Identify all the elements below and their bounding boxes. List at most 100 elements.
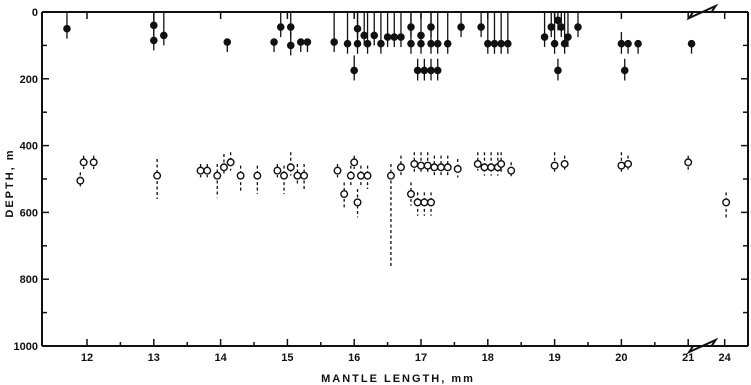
- open-point: [417, 161, 426, 170]
- filled-point: [286, 23, 295, 31]
- filled-point: [457, 23, 465, 31]
- filled-point: [554, 16, 562, 25]
- x-tick-label: 17: [415, 352, 427, 364]
- open-point: [624, 159, 633, 168]
- filled-point: [540, 33, 549, 41]
- open-point: [443, 163, 452, 172]
- open-point: [293, 171, 302, 180]
- open-point: [153, 171, 162, 180]
- filled-point: [413, 66, 422, 75]
- x-tick-label: 20: [615, 352, 627, 364]
- filled-point: [270, 38, 278, 46]
- open-point: [410, 159, 419, 168]
- open-point: [76, 176, 85, 185]
- open-point: [497, 159, 506, 168]
- filled-point: [63, 24, 71, 33]
- filled-point: [420, 66, 429, 75]
- open-point: [396, 163, 405, 172]
- filled-point: [397, 33, 405, 41]
- filled-point: [160, 31, 168, 40]
- open-point: [203, 166, 212, 175]
- open-point: [480, 163, 489, 172]
- open-point: [550, 161, 559, 170]
- open-point: [273, 166, 282, 175]
- filled-point: [427, 39, 435, 48]
- filled-point: [303, 38, 312, 46]
- open-point: [350, 158, 359, 167]
- filled-point: [617, 39, 626, 48]
- open-point: [684, 158, 693, 167]
- open-point: [473, 159, 482, 168]
- filled-point: [560, 39, 569, 48]
- open-point: [507, 166, 516, 175]
- filled-point: [360, 31, 369, 40]
- open-point: [560, 159, 569, 168]
- open-point: [423, 161, 432, 170]
- x-tick-label: 16: [348, 352, 360, 364]
- open-point: [353, 198, 362, 207]
- filled-point: [433, 39, 442, 48]
- open-point: [340, 190, 349, 199]
- open-point: [333, 166, 342, 175]
- axes-layer: [41, 3, 749, 355]
- filled-point: [353, 39, 362, 48]
- y-tick-label: 0: [32, 7, 38, 19]
- open-point: [79, 158, 88, 167]
- filled-point: [407, 39, 415, 48]
- filled-point: [620, 66, 629, 75]
- filled-point: [276, 23, 285, 31]
- open-point: [430, 163, 439, 172]
- open-point: [356, 171, 365, 180]
- filled-point: [634, 39, 642, 48]
- x-tick-label: 21: [682, 352, 694, 364]
- filled-point: [390, 33, 399, 41]
- open-point: [413, 198, 422, 207]
- axis-break-top: [686, 3, 719, 21]
- y-tick-label: 800: [20, 274, 38, 286]
- filled-point: [350, 66, 359, 75]
- filled-point: [223, 38, 232, 46]
- labels-layer: 0 200 400 600 800 1000 12 13 14 15 16 17 18 19 20 21 24: [14, 7, 732, 364]
- open-point: [226, 158, 235, 167]
- open-point: [253, 171, 262, 180]
- y-tick-label: 1000: [14, 341, 38, 353]
- open-point: [427, 198, 436, 207]
- x-tick-label: 12: [81, 352, 93, 364]
- filled-point: [624, 39, 632, 48]
- filled-point: [427, 66, 435, 75]
- filled-point: [550, 39, 559, 48]
- filled-point: [343, 39, 352, 48]
- y-axis-title: DEPTH, m: [4, 148, 16, 217]
- y-tick-label: 400: [20, 141, 38, 153]
- x-tick-label: 19: [548, 352, 560, 364]
- open-point: [280, 171, 289, 180]
- filled-point: [554, 66, 562, 75]
- filled-point: [150, 36, 158, 45]
- filled-point: [377, 39, 385, 48]
- open-point: [300, 171, 309, 180]
- open-point: [219, 163, 228, 172]
- open-point: [346, 171, 355, 180]
- open-point: [617, 161, 626, 170]
- y-tick-label: 200: [20, 74, 38, 86]
- filled-point: [383, 33, 392, 41]
- filled-point: [330, 38, 338, 46]
- open-point: [236, 171, 245, 180]
- open-point: [722, 198, 731, 207]
- filled-point: [443, 39, 452, 48]
- filled-point: [427, 23, 435, 31]
- filled-point: [296, 38, 305, 46]
- x-tick-label: 15: [281, 352, 293, 364]
- filled-point: [484, 39, 492, 48]
- filled-point: [490, 39, 499, 48]
- x-tick-label: 14: [214, 352, 227, 364]
- open-point: [487, 163, 496, 172]
- open-point: [213, 171, 222, 180]
- x-tick-label: 13: [148, 352, 160, 364]
- filled-point: [477, 23, 485, 31]
- filled-point: [557, 23, 566, 31]
- x-tick-label: 18: [482, 352, 494, 364]
- filled-point: [286, 41, 295, 50]
- axis-break-bottom: [686, 337, 719, 355]
